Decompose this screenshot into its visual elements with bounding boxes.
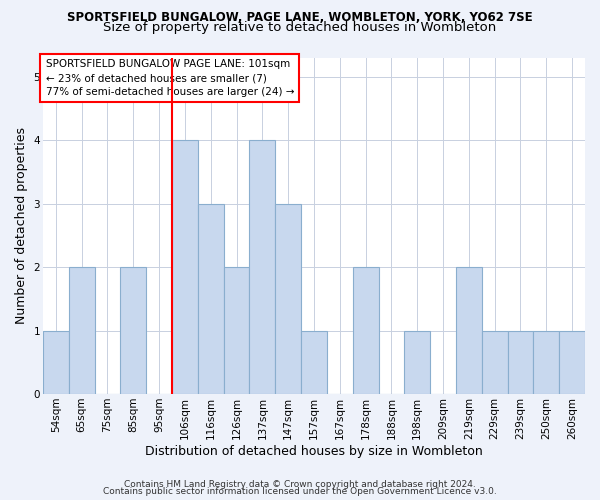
Text: SPORTSFIELD BUNGALOW PAGE LANE: 101sqm
← 23% of detached houses are smaller (7)
: SPORTSFIELD BUNGALOW PAGE LANE: 101sqm ←… (46, 59, 294, 97)
Text: Contains public sector information licensed under the Open Government Licence v3: Contains public sector information licen… (103, 487, 497, 496)
Bar (250, 140, 275, 394)
Bar (224, 267, 250, 394)
Bar (482, 330, 508, 394)
Bar (404, 330, 430, 394)
Text: SPORTSFIELD BUNGALOW, PAGE LANE, WOMBLETON, YORK, YO62 7SE: SPORTSFIELD BUNGALOW, PAGE LANE, WOMBLET… (67, 11, 533, 24)
Bar (172, 140, 198, 394)
Bar (353, 267, 379, 394)
Bar (121, 267, 146, 394)
Bar (198, 204, 224, 394)
Bar (301, 330, 327, 394)
Text: Contains HM Land Registry data © Crown copyright and database right 2024.: Contains HM Land Registry data © Crown c… (124, 480, 476, 489)
Y-axis label: Number of detached properties: Number of detached properties (15, 128, 28, 324)
X-axis label: Distribution of detached houses by size in Wombleton: Distribution of detached houses by size … (145, 444, 483, 458)
Bar (456, 267, 482, 394)
Bar (43, 330, 69, 394)
Bar (559, 330, 585, 394)
Bar (508, 330, 533, 394)
Bar (533, 330, 559, 394)
Bar (275, 204, 301, 394)
Bar (69, 267, 95, 394)
Text: Size of property relative to detached houses in Wombleton: Size of property relative to detached ho… (103, 21, 497, 34)
